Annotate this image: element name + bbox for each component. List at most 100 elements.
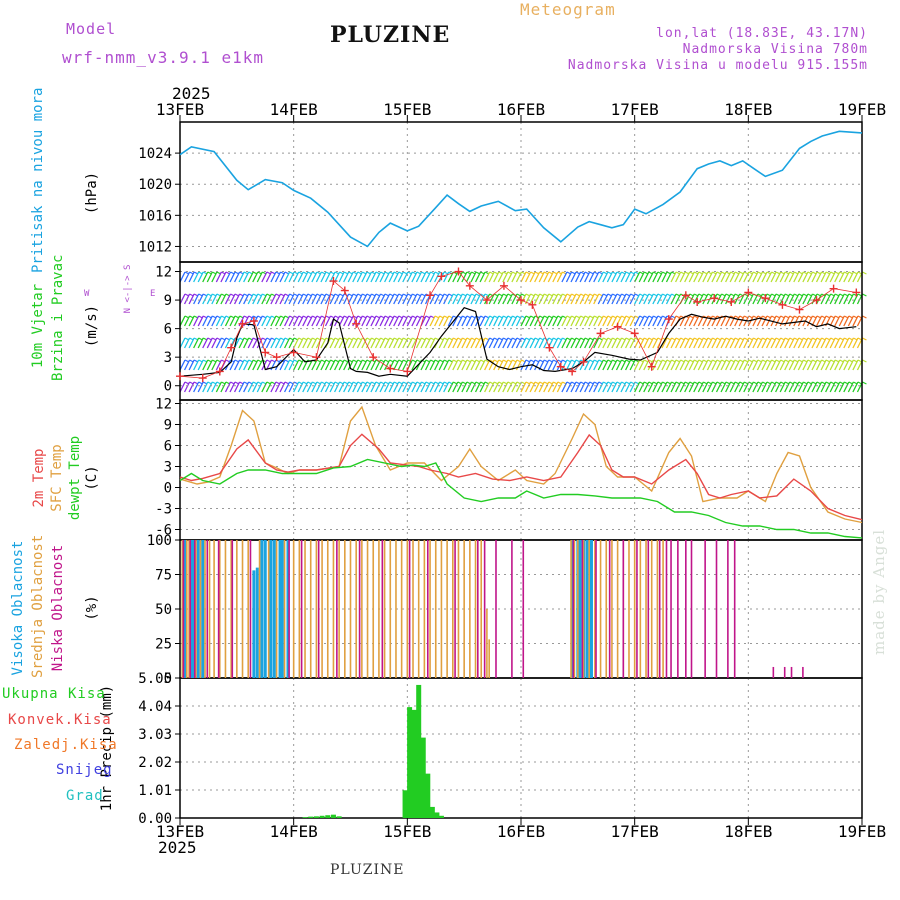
wind-barb	[384, 359, 391, 371]
wind-barb	[747, 293, 754, 305]
station-coords: lon,lat (18.83E, 43.17N)	[656, 26, 868, 41]
wind-barb	[556, 381, 563, 393]
wind-barb	[434, 381, 441, 393]
wind-barb	[243, 337, 250, 349]
gust-point	[795, 305, 804, 314]
wind-barb	[202, 271, 209, 283]
wind-barb	[825, 337, 832, 349]
wind-barb	[606, 359, 613, 371]
wind-barb	[488, 315, 495, 327]
wind-barb	[293, 337, 300, 349]
wind-barb	[384, 271, 391, 283]
wind-barb	[456, 381, 463, 393]
wind-barb	[424, 381, 432, 393]
wind-barb	[497, 337, 504, 349]
wind-barb	[420, 381, 427, 393]
wind-barb	[702, 271, 709, 283]
wind-barb	[297, 359, 304, 371]
wind-barb	[452, 293, 459, 305]
wind-barb	[493, 381, 500, 393]
wind-barb	[797, 293, 804, 305]
wind-barb	[862, 337, 867, 341]
precip-bar	[434, 812, 440, 818]
wind-barb	[593, 337, 600, 349]
wind-barb	[356, 293, 363, 305]
wind-barb	[220, 337, 227, 349]
wind-barb	[393, 315, 400, 327]
wind-barb	[256, 293, 263, 305]
wind-barb	[370, 315, 377, 327]
wind-barb	[520, 315, 527, 327]
wind-barb	[520, 293, 527, 305]
wind-barb	[452, 271, 459, 283]
wind-barb	[834, 271, 841, 283]
wind-barb	[252, 337, 259, 349]
wind-barb	[484, 271, 491, 283]
wind-barb	[424, 315, 432, 327]
wind-barb	[624, 337, 632, 349]
wind-barb	[775, 271, 782, 283]
gust-point	[778, 300, 787, 309]
wind-barb	[374, 337, 382, 349]
wind-barb	[438, 359, 445, 371]
wind-barb	[356, 271, 363, 283]
wind-barb	[334, 293, 341, 305]
wind-barb	[320, 359, 327, 371]
precip-bar	[438, 815, 444, 818]
dewpoint-series-line	[179, 458, 863, 539]
wind-barb	[725, 271, 732, 283]
wind-barb	[302, 315, 309, 327]
wind-barb	[843, 337, 850, 349]
wind-barb	[456, 293, 463, 305]
wind-barb	[802, 337, 809, 349]
wind-barb	[697, 381, 704, 393]
gust-point	[517, 296, 525, 305]
wind-barb	[756, 359, 764, 371]
wind-barb	[788, 381, 795, 393]
wind-barb	[329, 271, 336, 283]
wind-barb	[270, 315, 277, 327]
wind-barb	[502, 381, 509, 393]
wind-barb	[261, 381, 268, 393]
wind-barb	[552, 381, 559, 393]
wind-barb	[862, 359, 867, 363]
wind-barb	[834, 315, 841, 327]
wind-barb	[552, 359, 559, 371]
gust-point	[545, 343, 554, 352]
wind-barb	[343, 315, 350, 327]
wind-barb	[784, 359, 791, 371]
wind-barb	[493, 315, 500, 327]
wind-barb	[343, 359, 350, 371]
wind-barb	[338, 293, 345, 305]
wind-barb	[729, 315, 736, 327]
wind-barb	[379, 381, 386, 393]
wind-barb	[520, 359, 527, 371]
wind-barb	[256, 315, 263, 327]
wind-barb	[675, 293, 682, 305]
wind-barb	[293, 359, 300, 371]
wind-barb	[624, 315, 632, 327]
wind-barb	[411, 381, 418, 393]
wind-barb	[643, 381, 650, 393]
wind-barb	[606, 337, 613, 349]
wind-barb	[693, 337, 700, 349]
wind-barb	[847, 359, 854, 371]
wind-barb	[302, 337, 309, 349]
wind-barb	[429, 337, 436, 349]
wind-barb	[761, 293, 768, 305]
wind-barb	[415, 381, 423, 393]
wind-barb	[361, 381, 368, 393]
wind-barb	[524, 271, 532, 283]
y-tick-label: -6	[155, 523, 172, 539]
wind-barb	[415, 271, 423, 283]
wind-barb	[279, 293, 286, 305]
wind-barb	[324, 359, 332, 371]
wind-barb	[215, 337, 222, 349]
wind-barb	[725, 337, 732, 349]
wind-barb	[506, 293, 513, 305]
wind-barb	[847, 271, 854, 283]
wind-barb	[761, 271, 768, 283]
wind-barb	[720, 271, 727, 283]
wind-barb	[570, 381, 577, 393]
wind-barb	[465, 381, 473, 393]
